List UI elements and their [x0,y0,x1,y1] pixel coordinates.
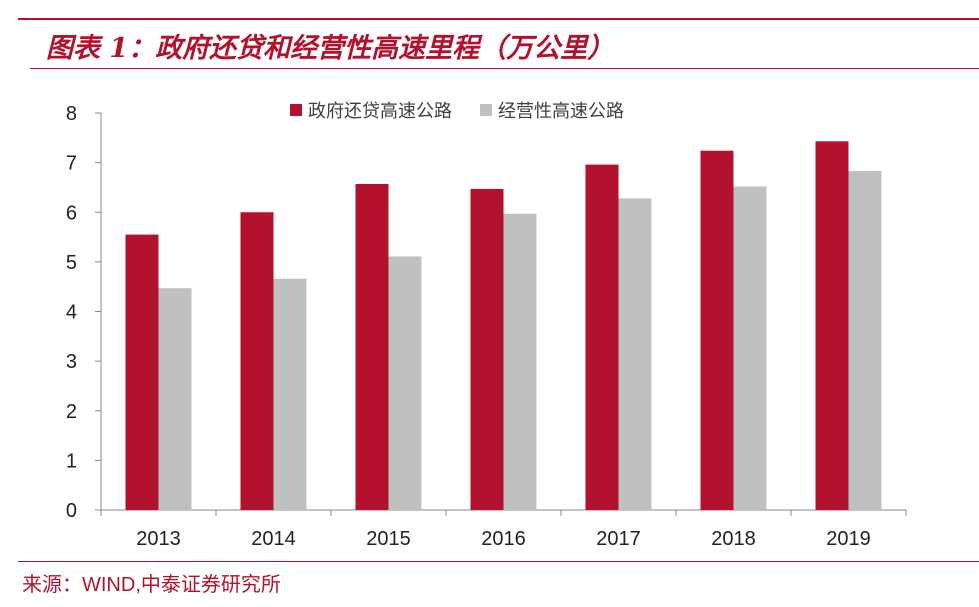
y-tick-label: 6 [66,202,77,224]
y-tick-label: 5 [66,252,77,274]
legend-swatch-series-2 [480,104,492,116]
y-tick-label: 4 [66,302,77,324]
x-tick-label: 2019 [826,528,871,550]
bar-series-2-2017 [618,198,652,511]
y-tick-label: 7 [66,153,77,175]
x-tick-label: 2015 [366,528,411,550]
bar-series-1-2016 [470,188,504,510]
title-rule [30,68,979,69]
x-tick-label: 2014 [251,528,296,550]
bar-series-1-2017 [585,164,619,511]
chart-legend: 政府还贷高速公路 经营性高速公路 [290,97,652,123]
legend-label-series-1: 政府还贷高速公路 [308,101,452,122]
x-tick-label: 2017 [596,528,641,550]
x-tick-label: 2018 [711,528,756,550]
bar-series-1-2018 [700,150,734,510]
y-tick-label: 3 [66,351,77,373]
x-tick-label: 2016 [481,528,526,550]
bottom-rule [18,561,979,562]
bar-series-1-2013 [125,234,159,511]
top-rule [18,18,979,20]
bar-series-2-2019 [848,171,882,510]
legend-swatch-series-1 [290,104,302,116]
figure-title: 图表 1：政府还贷和经营性高速里程（万公里） [46,33,615,64]
x-tick-label: 2013 [136,528,181,550]
legend-item-series-1: 政府还贷高速公路 [290,97,452,123]
legend-item-series-2: 经营性高速公路 [480,97,624,123]
bar-series-2-2013 [158,288,192,510]
bar-series-1-2015 [355,183,389,510]
y-tick-label: 2 [66,401,77,423]
y-tick-label: 8 [66,103,77,125]
bar-series-2-2014 [273,278,307,510]
bar-series-1-2014 [240,212,274,510]
y-tick-label: 0 [66,500,77,522]
bar-series-2-2018 [733,186,767,510]
bar-series-2-2016 [503,213,537,510]
source-note: 来源：WIND,中泰证券研究所 [22,574,281,596]
legend-label-series-2: 经营性高速公路 [498,101,624,122]
bar-series-2-2015 [388,256,422,510]
bar-series-1-2019 [815,141,849,510]
y-tick-label: 1 [66,450,77,472]
